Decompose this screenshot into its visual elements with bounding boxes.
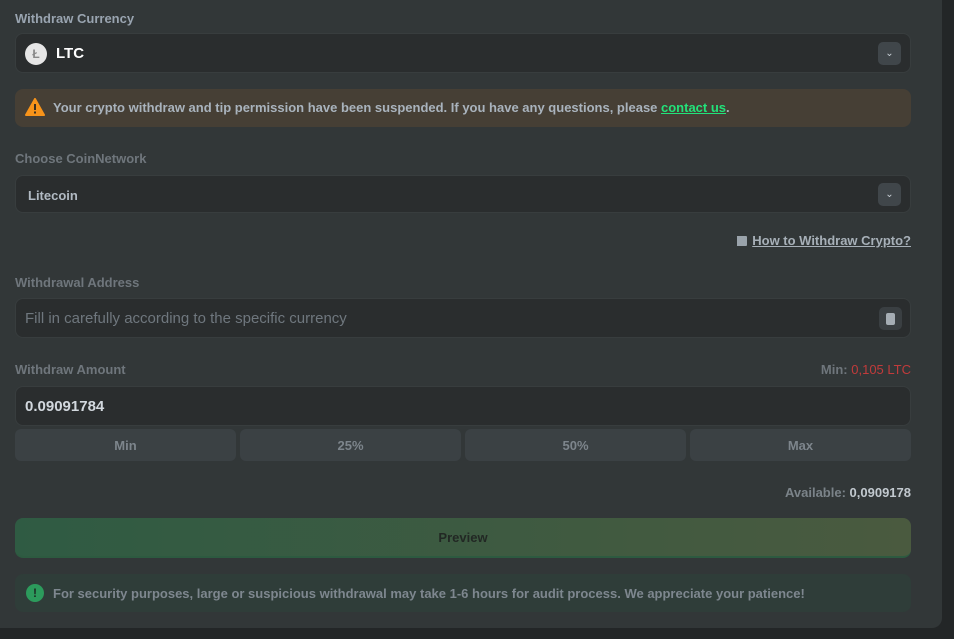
network-value: Litecoin bbox=[28, 188, 78, 203]
min-value: 0,105 LTC bbox=[851, 362, 911, 377]
currency-select[interactable]: Ł LTC ⌄ bbox=[15, 33, 911, 73]
preview-button[interactable]: Preview bbox=[15, 518, 911, 558]
chevron-down-icon[interactable]: ⌄ bbox=[878, 42, 901, 65]
how-to-withdraw-link[interactable]: How to Withdraw Crypto? bbox=[736, 233, 911, 248]
amount-label: Withdraw Amount bbox=[15, 362, 126, 377]
chevron-down-icon[interactable]: ⌄ bbox=[878, 183, 901, 206]
amount-input[interactable]: 0.09091784 bbox=[15, 386, 911, 426]
address-book-icon[interactable] bbox=[879, 307, 902, 330]
litecoin-icon: Ł bbox=[25, 43, 47, 65]
address-input[interactable] bbox=[16, 299, 866, 337]
amount-value: 0.09091784 bbox=[25, 398, 105, 415]
info-icon: ! bbox=[26, 584, 44, 602]
min-button[interactable]: Min bbox=[15, 429, 236, 461]
book-icon bbox=[736, 235, 748, 246]
available-label: Available: bbox=[784, 485, 846, 500]
suspension-warning: Your crypto withdraw and tip permission … bbox=[15, 89, 911, 127]
address-input-wrapper bbox=[15, 298, 911, 338]
currency-value: LTC bbox=[56, 45, 85, 62]
max-button[interactable]: Max bbox=[690, 429, 911, 461]
warning-suffix: . bbox=[726, 100, 730, 115]
warning-text: Your crypto withdraw and tip permission … bbox=[53, 100, 662, 115]
25-percent-button[interactable]: 25% bbox=[240, 429, 461, 461]
security-notice-text: For security purposes, large or suspicio… bbox=[53, 586, 805, 601]
warning-icon bbox=[25, 98, 45, 116]
how-to-withdraw-text: How to Withdraw Crypto? bbox=[752, 233, 911, 248]
address-label: Withdrawal Address bbox=[15, 275, 140, 290]
available-value: 0,0909178 bbox=[849, 485, 911, 500]
network-select[interactable]: Litecoin ⌄ bbox=[15, 175, 911, 213]
50-percent-button[interactable]: 50% bbox=[465, 429, 686, 461]
withdraw-currency-label: Withdraw Currency bbox=[15, 11, 135, 26]
network-label: Choose CoinNetwork bbox=[15, 151, 147, 166]
security-notice: ! For security purposes, large or suspic… bbox=[15, 574, 911, 612]
contact-us-link[interactable]: contact us bbox=[661, 100, 727, 115]
min-label: Min: bbox=[820, 362, 848, 377]
